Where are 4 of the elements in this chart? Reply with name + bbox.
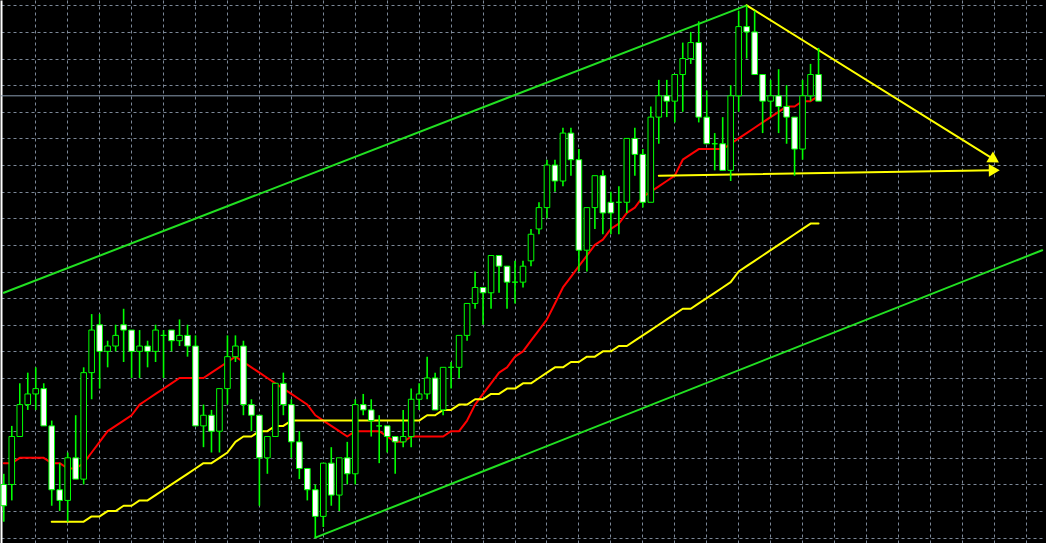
- candlestick: [543, 158, 551, 220]
- candlestick: [535, 201, 543, 236]
- candlestick: [519, 260, 527, 289]
- candlestick: [527, 228, 535, 267]
